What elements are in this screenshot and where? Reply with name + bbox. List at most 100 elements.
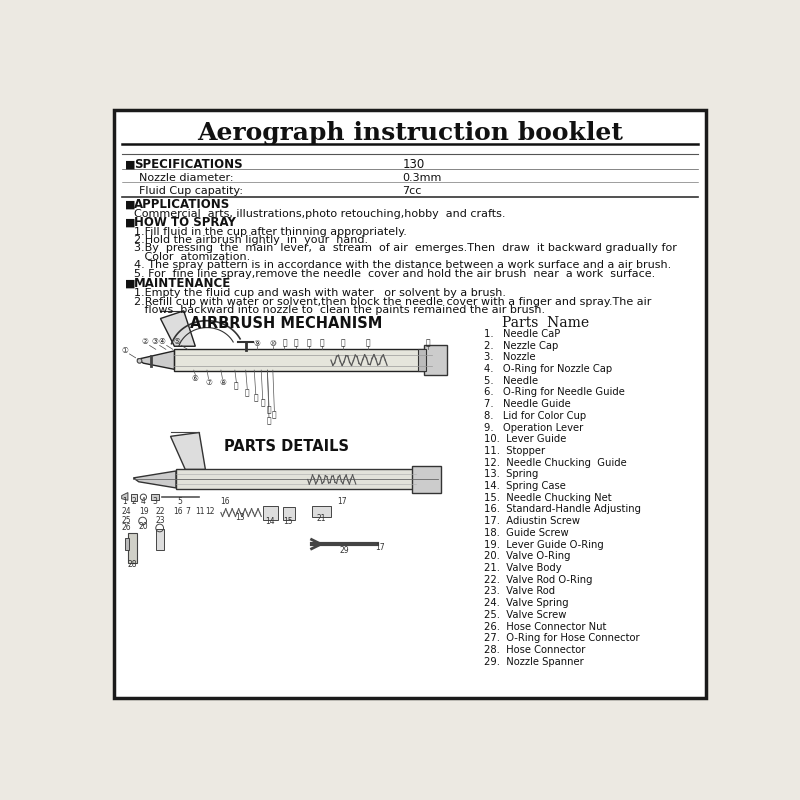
Text: 16: 16 bbox=[173, 507, 182, 516]
Bar bbox=[174, 350, 432, 371]
Bar bbox=[411, 466, 441, 494]
Text: 26.  Hose Connector Nut: 26. Hose Connector Nut bbox=[484, 622, 606, 631]
Text: 15.  Needle Chucking Net: 15. Needle Chucking Net bbox=[484, 493, 611, 502]
Text: 24: 24 bbox=[122, 507, 131, 516]
Text: 1.Empty the fluid cup and wash with water   or solvent by a brush.: 1.Empty the fluid cup and wash with wate… bbox=[134, 288, 506, 298]
Text: ■: ■ bbox=[125, 199, 135, 210]
Bar bbox=[131, 494, 138, 501]
Text: 7.   Needle Guide: 7. Needle Guide bbox=[484, 399, 570, 409]
Text: ⑳: ⑳ bbox=[245, 388, 250, 397]
Text: ⑯: ⑯ bbox=[366, 338, 370, 348]
Text: ⑦: ⑦ bbox=[205, 378, 212, 387]
Text: 25.  Valve Screw: 25. Valve Screw bbox=[484, 610, 566, 620]
Text: 12: 12 bbox=[206, 507, 215, 516]
Text: 11: 11 bbox=[195, 507, 205, 516]
Text: 4: 4 bbox=[141, 497, 146, 506]
Text: 14: 14 bbox=[266, 517, 275, 526]
Text: ⑨: ⑨ bbox=[254, 338, 261, 348]
Text: Parts  Name: Parts Name bbox=[502, 316, 589, 330]
Text: 21.  Valve Body: 21. Valve Body bbox=[484, 563, 562, 573]
Text: ⑲: ⑲ bbox=[234, 382, 238, 390]
Bar bbox=[283, 507, 294, 519]
Text: AIRBRUSH MECHANISM: AIRBRUSH MECHANISM bbox=[190, 316, 382, 330]
Text: 29.  Nozzle Spanner: 29. Nozzle Spanner bbox=[484, 657, 583, 666]
Text: Aerograph instruction booklet: Aerograph instruction booklet bbox=[197, 121, 623, 145]
Text: 15: 15 bbox=[283, 517, 293, 526]
Text: 21: 21 bbox=[316, 514, 326, 523]
Text: 2.   Nezzle Cap: 2. Nezzle Cap bbox=[484, 341, 558, 350]
Bar bbox=[418, 350, 426, 371]
Text: 17: 17 bbox=[337, 497, 346, 506]
Text: 19.  Lever Guide O-Ring: 19. Lever Guide O-Ring bbox=[484, 540, 603, 550]
Text: 27.  O-Ring for Hose Connector: 27. O-Ring for Hose Connector bbox=[484, 634, 639, 643]
Text: ②: ② bbox=[142, 337, 148, 346]
Bar bbox=[424, 346, 447, 374]
Text: 13.  Spring: 13. Spring bbox=[484, 470, 538, 479]
Text: ⑤: ⑤ bbox=[174, 337, 180, 346]
Polygon shape bbox=[161, 311, 195, 346]
Bar bbox=[156, 529, 163, 550]
Text: 5. For  fine line spray,remove the needle  cover and hold the air brush  near  a: 5. For fine line spray,remove the needle… bbox=[134, 269, 655, 279]
Text: 19: 19 bbox=[138, 507, 148, 516]
Text: 2.Refill cup with water or solvent,then block the needle cover with a finger and: 2.Refill cup with water or solvent,then … bbox=[134, 297, 651, 306]
Bar bbox=[262, 506, 278, 520]
Text: 1.   Needle CaP: 1. Needle CaP bbox=[484, 329, 560, 339]
Text: 22.  Valve Rod O-Ring: 22. Valve Rod O-Ring bbox=[484, 574, 592, 585]
Polygon shape bbox=[122, 493, 128, 500]
Text: ⑰: ⑰ bbox=[426, 338, 430, 348]
Text: 16: 16 bbox=[220, 497, 230, 506]
Text: 3.By  pressing  the  main  lever,  a  stream  of air  emerges.Then  draw  it bac: 3.By pressing the main lever, a stream o… bbox=[134, 243, 677, 254]
Bar bbox=[176, 470, 416, 490]
Bar bbox=[151, 494, 159, 500]
Text: ⑫: ⑫ bbox=[294, 338, 298, 348]
Text: 29: 29 bbox=[339, 546, 349, 555]
Text: 22: 22 bbox=[156, 507, 166, 516]
Text: Color  atomization.: Color atomization. bbox=[134, 252, 250, 262]
Text: 23: 23 bbox=[156, 515, 166, 525]
Text: ①: ① bbox=[122, 346, 128, 354]
Text: 28: 28 bbox=[128, 560, 138, 570]
Text: 16.  Standard-Handle Adjusting: 16. Standard-Handle Adjusting bbox=[484, 505, 641, 514]
Text: 2.Hold the airbrush lightly  in  your  hand.: 2.Hold the airbrush lightly in your hand… bbox=[134, 235, 368, 245]
Text: Nozzle diameter:: Nozzle diameter: bbox=[138, 174, 234, 183]
Text: 6.   O-Ring for Needle Guide: 6. O-Ring for Needle Guide bbox=[484, 387, 625, 398]
Text: 4. The spray pattern is in accordance with the distance between a work surface a: 4. The spray pattern is in accordance wi… bbox=[134, 261, 671, 270]
Text: 9.   Operation Lever: 9. Operation Lever bbox=[484, 422, 583, 433]
Bar bbox=[125, 538, 129, 550]
Text: 26: 26 bbox=[122, 523, 131, 532]
Text: ③: ③ bbox=[151, 337, 158, 346]
Text: SPECIFICATIONS: SPECIFICATIONS bbox=[134, 158, 242, 171]
Text: ⑭: ⑭ bbox=[319, 338, 324, 348]
Text: ⑪: ⑪ bbox=[282, 338, 286, 348]
Text: 28.  Hose Connector: 28. Hose Connector bbox=[484, 645, 585, 655]
Text: Fluid Cup capatity:: Fluid Cup capatity: bbox=[138, 186, 242, 197]
Text: ㉓: ㉓ bbox=[266, 405, 271, 414]
Text: 7cc: 7cc bbox=[402, 186, 422, 197]
Text: ㉔: ㉔ bbox=[272, 410, 277, 419]
Text: ⑧: ⑧ bbox=[219, 378, 226, 387]
Text: 17.  Adiustin Screw: 17. Adiustin Screw bbox=[484, 516, 580, 526]
Text: ■: ■ bbox=[125, 159, 135, 170]
Text: 3: 3 bbox=[153, 497, 158, 506]
Text: APPLICATIONS: APPLICATIONS bbox=[134, 198, 230, 211]
Text: 24.  Valve Spring: 24. Valve Spring bbox=[484, 598, 568, 608]
Bar bbox=[128, 533, 138, 563]
Text: ⑮: ⑮ bbox=[340, 338, 345, 348]
Text: MAINTENANCE: MAINTENANCE bbox=[134, 278, 231, 290]
Text: 12.  Needle Chucking  Guide: 12. Needle Chucking Guide bbox=[484, 458, 626, 468]
Text: 4.   O-Ring for Nozzle Cap: 4. O-Ring for Nozzle Cap bbox=[484, 364, 612, 374]
Circle shape bbox=[138, 358, 142, 363]
Text: ㉑: ㉑ bbox=[254, 394, 258, 402]
Text: PARTS DETAILS: PARTS DETAILS bbox=[223, 439, 349, 454]
Text: 130: 130 bbox=[402, 158, 425, 171]
Text: 18.  Guide Screw: 18. Guide Screw bbox=[484, 528, 568, 538]
Text: 1.Fill fluid in the cup after thinning appropriately.: 1.Fill fluid in the cup after thinning a… bbox=[134, 226, 407, 237]
Text: 25: 25 bbox=[122, 515, 131, 525]
Text: 3.   Nozzle: 3. Nozzle bbox=[484, 352, 535, 362]
Text: 0.3mm: 0.3mm bbox=[402, 174, 442, 183]
Text: ⑥: ⑥ bbox=[192, 374, 198, 383]
Text: 20.  Valve O-Ring: 20. Valve O-Ring bbox=[484, 551, 570, 562]
Text: ■: ■ bbox=[125, 218, 135, 227]
Text: 13: 13 bbox=[235, 514, 245, 522]
Text: ⑩: ⑩ bbox=[270, 338, 276, 348]
